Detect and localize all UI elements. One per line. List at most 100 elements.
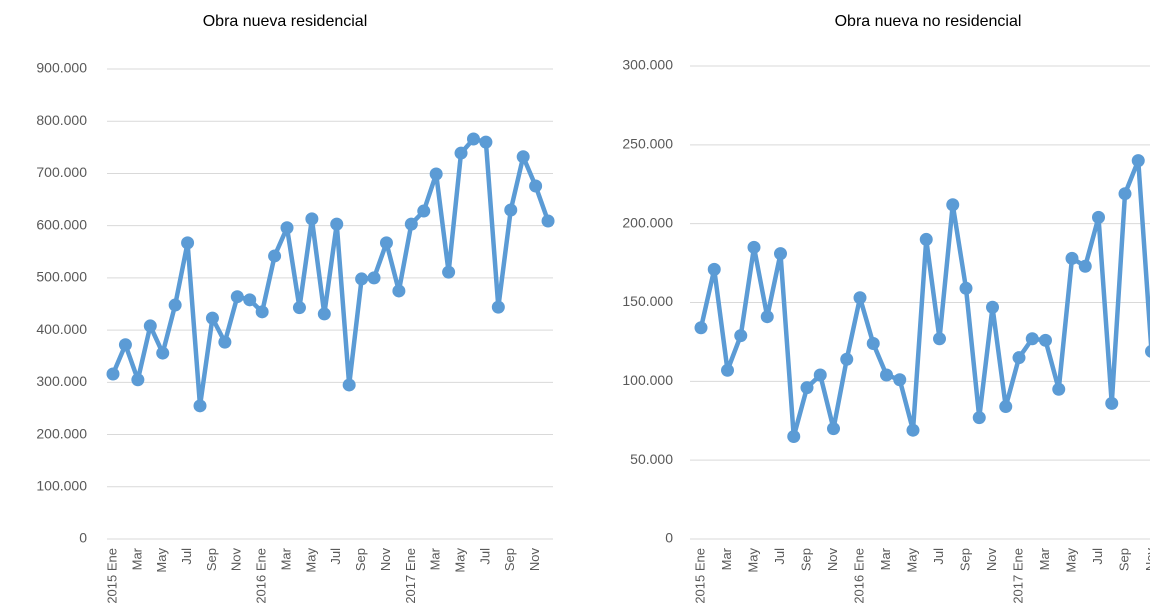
y-tick-label: 200.000 [622, 214, 673, 230]
data-point [417, 204, 431, 218]
x-tick-label: May [745, 548, 760, 573]
x-tick-label: Nov [527, 548, 542, 572]
chart-panel: Obra nueva residencial 0 100.000 200.000 300… [36, 13, 555, 604]
data-point [218, 335, 232, 349]
x-tick-label: Nov [229, 548, 244, 572]
y-tick-label: 500.000 [36, 269, 87, 285]
data-point [1012, 351, 1026, 365]
data-point [1092, 210, 1105, 224]
data-point [1145, 345, 1150, 358]
data-point [893, 373, 907, 387]
y-tick-label: 50.000 [630, 451, 673, 467]
series-line [698, 158, 1150, 439]
x-tick-label: 2016 Ene [851, 548, 866, 604]
data-point [972, 411, 986, 425]
data-point [1078, 259, 1092, 273]
data-point [379, 236, 393, 250]
data-point [516, 150, 530, 164]
data-point [404, 217, 418, 231]
x-tick-label: Jul [477, 548, 492, 565]
y-tick-label: 250.000 [622, 136, 673, 152]
x-tick-label: Nov [825, 548, 840, 572]
data-point [827, 422, 840, 436]
data-point [541, 214, 555, 228]
x-tick-label: Jul [931, 548, 946, 565]
chart-panel: Obra nueva no residencial 0 50.000 100.000 1… [622, 13, 1150, 604]
data-point [355, 272, 369, 286]
data-point [143, 319, 157, 333]
y-tick-label: 800.000 [36, 112, 87, 128]
data-point [999, 400, 1013, 414]
data-point [193, 399, 207, 413]
x-tick-label: Nov [1143, 548, 1150, 572]
x-tick-label: Jul [772, 548, 787, 565]
y-tick-label: 150.000 [622, 293, 673, 309]
data-point [760, 310, 774, 324]
data-point [305, 212, 319, 226]
x-tick-label: Jul [1090, 548, 1105, 565]
x-tick-label: Sep [502, 548, 517, 571]
data-point [317, 307, 331, 321]
x-tick-label: May [303, 548, 318, 573]
x-tick-label: Sep [957, 548, 972, 571]
data-point [774, 247, 787, 261]
data-point [118, 338, 132, 352]
data-point [268, 249, 282, 263]
data-point [342, 378, 356, 392]
x-tick-label: Sep [353, 548, 368, 571]
data-point [1105, 396, 1119, 410]
x-tick-label: Sep [798, 548, 813, 571]
data-point [230, 290, 244, 304]
data-point [392, 284, 406, 298]
x-tick-label: May [904, 548, 919, 573]
data-point [529, 179, 543, 193]
data-point [707, 262, 721, 276]
data-point [255, 305, 269, 319]
data-point [205, 311, 219, 325]
x-tick-label: Jul [328, 548, 343, 565]
data-point [747, 240, 761, 254]
data-point [330, 217, 344, 231]
data-point [986, 300, 999, 314]
x-tick-label: Sep [204, 548, 219, 571]
data-point [280, 221, 294, 235]
data-point [1025, 332, 1039, 346]
data-point [694, 321, 708, 335]
data-point [800, 381, 814, 395]
data-point [442, 265, 456, 279]
data-point [156, 346, 170, 360]
y-tick-label: 900.000 [36, 60, 87, 76]
data-point [491, 300, 505, 314]
x-tick-label: 2017 Ene [1010, 548, 1025, 604]
y-tick-label: 100.000 [36, 477, 87, 493]
x-tick-label: Nov [378, 548, 393, 572]
y-tick-label: 100.000 [622, 372, 673, 388]
data-point [946, 198, 960, 212]
data-point [429, 167, 443, 181]
data-point [1131, 154, 1145, 168]
x-tick-label: May [154, 548, 169, 573]
y-tick-label: 0 [79, 530, 87, 546]
x-tick-label: Nov [984, 548, 999, 572]
x-tick-label: 2015 Ene [104, 548, 119, 604]
x-tick-label: Mar [129, 547, 144, 570]
data-point [880, 368, 893, 382]
x-tick-label: May [452, 548, 467, 573]
data-point [959, 281, 973, 295]
data-point [813, 368, 827, 382]
y-tick-label: 300.000 [622, 57, 673, 73]
data-point [454, 146, 468, 160]
data-point [367, 271, 381, 285]
y-tick-label: 700.000 [36, 164, 87, 180]
data-point [866, 336, 880, 350]
x-tick-label: Sep [1116, 548, 1131, 571]
y-tick-label: 0 [665, 530, 673, 546]
data-point [181, 236, 195, 250]
data-point [906, 423, 920, 437]
data-point [721, 363, 734, 377]
x-tick-label: 2017 Ene [403, 548, 418, 604]
y-tick-label: 400.000 [36, 321, 87, 337]
data-point [1118, 187, 1132, 201]
data-point [168, 298, 182, 312]
